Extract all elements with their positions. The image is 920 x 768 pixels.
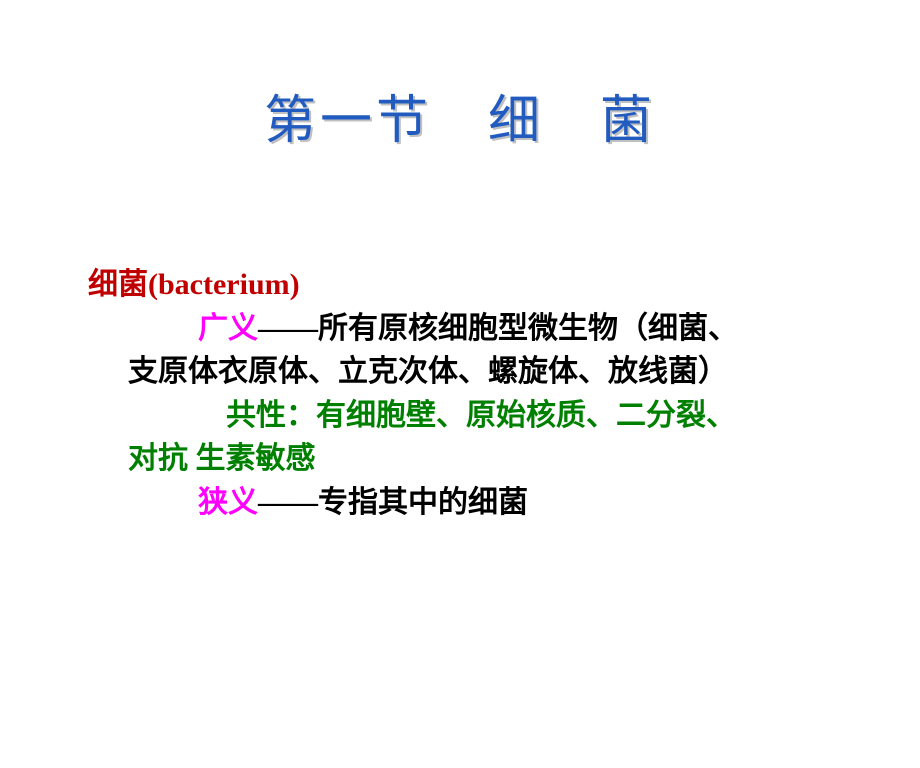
- narrow-label: 狭义: [198, 486, 258, 519]
- broad-text2: 支原体衣原体、立克次体、螺旋体、放线菌）: [128, 355, 728, 388]
- narrow-text: 专指其中的细菌: [318, 486, 528, 519]
- common-text1: 有细胞壁、原始核质、二分裂、: [316, 399, 736, 432]
- broad-line1: 广义——所有原核细胞型微生物（细菌、: [88, 307, 860, 351]
- heading-bacterium: 细菌(bacterium): [88, 263, 860, 307]
- broad-line2: 支原体衣原体、立克次体、螺旋体、放线菌）: [88, 350, 860, 394]
- common-line1: 共性：有细胞壁、原始核质、二分裂、: [88, 394, 860, 438]
- common-line2: 对抗 生素敏感: [88, 437, 860, 481]
- common-text2: 对抗 生素敏感: [128, 442, 316, 475]
- broad-dash: ——: [258, 312, 318, 345]
- narrow-dash: ——: [258, 486, 318, 519]
- slide-title: 第一节 细 菌: [0, 78, 920, 153]
- slide-content: 细菌(bacterium) 广义——所有原核细胞型微生物（细菌、 支原体衣原体、…: [0, 263, 920, 524]
- broad-text1: 所有原核细胞型微生物（细菌、: [318, 312, 738, 345]
- common-label: 共性：: [226, 399, 316, 432]
- broad-label: 广义: [198, 312, 258, 345]
- narrow-line: 狭义——专指其中的细菌: [88, 481, 860, 525]
